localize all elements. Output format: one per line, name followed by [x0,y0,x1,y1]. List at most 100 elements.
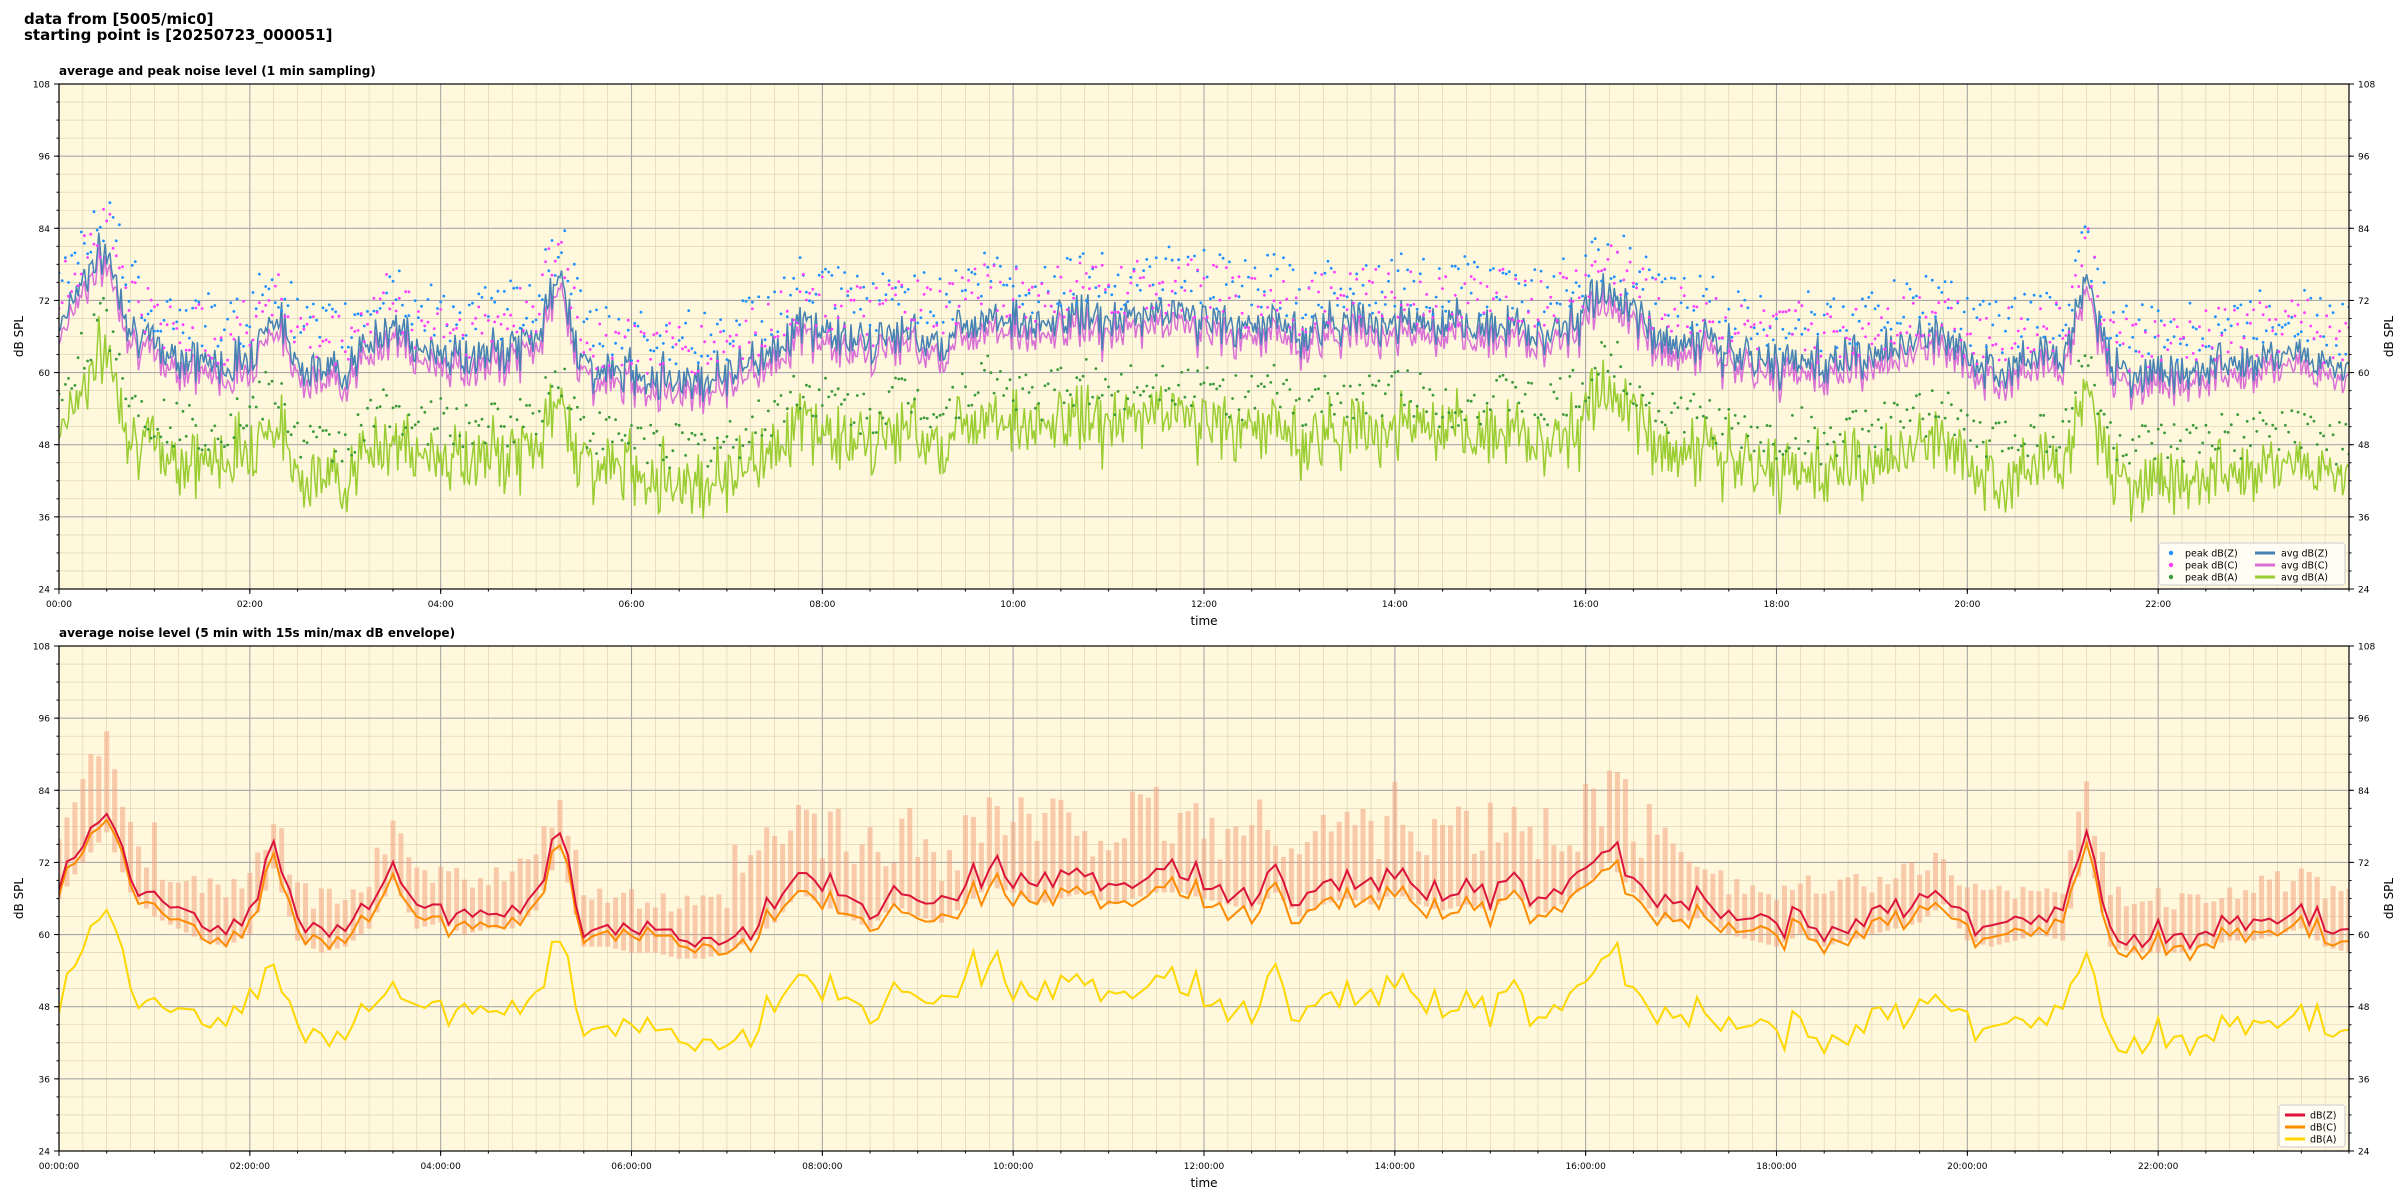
series-line-avgdbz [59,232,2349,403]
x-tick-label: 20:00:00 [1947,1162,1988,1172]
figure-header: data from [5005/mic0] starting point is … [24,11,332,43]
y-tick-label-left: 48 [39,1003,51,1013]
y-tick-label-left: 36 [39,1075,51,1085]
source-line: data from [5005/mic0] [24,10,214,28]
y-tick-label-right: 108 [2358,81,2375,91]
y-tick-label-right: 108 [2358,643,2375,653]
y-tick-label-left: 24 [39,586,51,596]
y-tick-label-right: 72 [2358,859,2369,869]
plot-area [59,731,2349,1058]
plot-area [59,201,2349,523]
series-points-peakdba [59,296,2349,470]
legend-label: peak dB(Z) [2185,549,2238,560]
x-tick-label: 08:00:00 [802,1162,843,1172]
series-line-dbz [59,812,2349,950]
y-axis: 24 24 36 36 48 48 60 60 72 72 84 84 96 96 108 108 [33,643,2376,1158]
x-tick-label: 14:00:00 [1375,1162,1416,1172]
y-tick-label-right: 84 [2358,225,2370,235]
legend-label: avg dB(C) [2281,561,2328,572]
x-tick-label: 00:00:00 [39,1162,80,1172]
y-tick-label-left: 96 [39,715,51,725]
x-tick-label: 18:00 [1764,600,1790,610]
series-line-avgdbc [59,244,2349,415]
y-tick-label-left: 60 [39,369,51,379]
legend: peak dB(Z)peak dB(C)peak dB(A)avg dB(Z)a… [2158,542,2346,586]
y-axis-label-left: dB SPL [12,316,26,358]
start-line: starting point is [20250723_000051] [24,26,333,44]
y-axis-label-left: dB SPL [12,878,26,920]
y-tick-label-right: 60 [2358,931,2370,941]
legend-label: dB(C) [2310,1123,2337,1134]
legend: dB(Z)dB(C)dB(A) [2278,1104,2346,1148]
y-tick-label-left: 36 [39,513,51,523]
x-axis-label: time [1190,614,1217,628]
x-tick-label: 16:00 [1573,600,1599,610]
x-axis: 00:00 02:00 04:00 06:00 08:00 10:00 12:00 14:00… [46,589,2350,610]
chart-2: 24 24 36 36 48 48 60 60 72 72 84 84 96 96 108 108 00:00:… [12,626,2396,1190]
x-tick-label: 16:00:00 [1565,1162,1606,1172]
legend-marker [2168,550,2174,556]
series-line-dbc [59,818,2349,962]
y-tick-label-right: 48 [2358,1003,2370,1013]
y-tick-label-left: 60 [39,931,51,941]
x-tick-label: 02:00:00 [230,1162,271,1172]
x-tick-label: 06:00 [619,600,645,610]
legend-marker [2168,574,2174,580]
x-tick-label: 22:00 [2145,600,2171,610]
x-tick-label: 12:00 [1191,600,1217,610]
y-tick-label-left: 108 [33,81,50,91]
x-axis: 00:00:00 02:00:00 04:00:00 06:00:00 08:00:00… [39,1151,2350,1172]
y-tick-label-right: 60 [2358,369,2370,379]
y-tick-label-right: 24 [2358,586,2370,596]
y-tick-label-right: 36 [2358,1075,2370,1085]
x-tick-label: 06:00:00 [611,1162,652,1172]
y-tick-label-right: 36 [2358,513,2370,523]
legend-label: dB(Z) [2310,1111,2336,1122]
legend-label: peak dB(C) [2185,561,2238,572]
y-tick-label-left: 84 [39,787,51,797]
series-line-dba [59,908,2349,1058]
x-tick-label: 12:00:00 [1184,1162,1225,1172]
x-tick-label: 08:00 [809,600,835,610]
y-tick-label-left: 72 [39,297,50,307]
y-axis-label-right: dB SPL [2382,316,2396,358]
x-tick-label: 10:00:00 [993,1162,1034,1172]
chart-title: average noise level (5 min with 15s min/… [59,626,455,640]
x-tick-label: 04:00 [428,600,454,610]
y-axis: 24 24 36 36 48 48 60 60 72 72 84 84 96 96 108 108 [33,81,2376,596]
x-tick-label: 18:00:00 [1756,1162,1797,1172]
x-axis-label: time [1190,1176,1217,1190]
x-tick-label: 14:00 [1382,600,1408,610]
chart-title: average and peak noise level (1 min samp… [59,64,376,78]
series-points-peakdbc [59,207,2349,375]
y-tick-label-left: 72 [39,859,50,869]
series-points-peakdbz [59,201,2349,366]
y-tick-label-left: 84 [39,225,51,235]
legend-label: peak dB(A) [2185,573,2238,584]
x-tick-label: 20:00 [1954,600,1980,610]
envelope-band [59,731,2349,959]
y-tick-label-left: 96 [39,153,51,163]
legend-label: avg dB(Z) [2281,549,2328,560]
legend-marker [2168,562,2174,568]
y-tick-label-right: 84 [2358,787,2370,797]
legend-box [2158,542,2346,586]
legend-label: avg dB(A) [2281,573,2328,584]
x-tick-label: 22:00:00 [2138,1162,2179,1172]
y-tick-label-left: 48 [39,441,51,451]
x-tick-label: 10:00 [1000,600,1026,610]
y-axis-label-right: dB SPL [2382,878,2396,920]
y-tick-label-right: 48 [2358,441,2370,451]
series-line-avgdba [59,316,2349,523]
y-tick-label-right: 24 [2358,1148,2370,1158]
y-tick-label-left: 24 [39,1148,51,1158]
legend-label: dB(A) [2310,1135,2336,1146]
y-tick-label-left: 108 [33,643,50,653]
y-tick-label-right: 96 [2358,153,2370,163]
x-tick-label: 00:00 [46,600,72,610]
x-tick-label: 02:00 [237,600,263,610]
y-tick-label-right: 72 [2358,297,2369,307]
y-tick-label-right: 96 [2358,715,2370,725]
